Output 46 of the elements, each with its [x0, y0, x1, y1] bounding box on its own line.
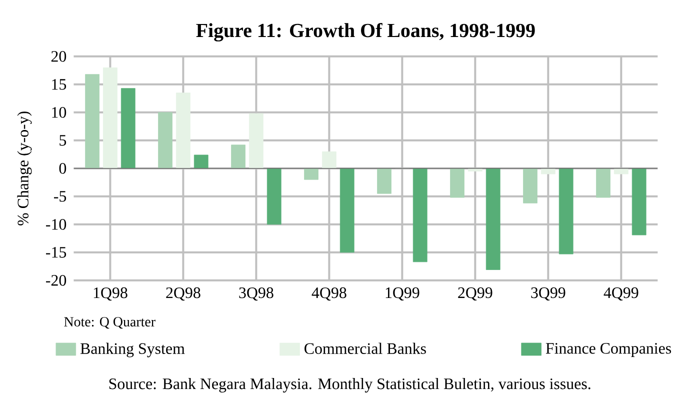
- bar: [322, 151, 336, 169]
- bar: [450, 168, 464, 198]
- x-tick-label: 1Q98: [94, 287, 128, 301]
- y-tick-label: 15: [52, 79, 66, 90]
- y-tick-label: 0: [59, 162, 66, 174]
- text: Note: Q Quarter: [64, 317, 156, 329]
- x-tick-label: 4Q98: [312, 287, 346, 301]
- bar: [541, 168, 556, 174]
- bar: [85, 74, 100, 169]
- bar: [158, 112, 172, 169]
- bar: [377, 168, 392, 194]
- x-tick-label: 2Q99: [458, 287, 492, 301]
- bar: [176, 92, 190, 169]
- x-tick-label: 1Q99: [386, 287, 420, 301]
- y-tick-label: -5: [54, 191, 66, 202]
- y-tick-label: -15: [46, 246, 66, 258]
- bar: [194, 154, 208, 169]
- x-tick-label: 3Q99: [531, 287, 566, 301]
- bar: [249, 113, 264, 169]
- bar: [120, 88, 136, 169]
- bar: [412, 168, 428, 262]
- y-tick-label: 5: [60, 135, 66, 146]
- legend-label: Banking System: [80, 342, 185, 358]
- y-tick-label: -20: [46, 274, 66, 286]
- source-note: Source: Bank Negara Malaysia. Monthly Statistical Buletin, various issues.: [109, 378, 590, 392]
- y-tick-label: 10: [52, 106, 66, 118]
- bar: [614, 168, 628, 174]
- y-axis-title: % Change (y-o-y): [17, 112, 32, 226]
- bar: [266, 168, 282, 225]
- bar: [558, 168, 574, 254]
- bar: [304, 168, 318, 180]
- x-tick-label: 2Q98: [166, 287, 200, 301]
- y-tick-label: -10: [46, 218, 66, 230]
- chart-title: Figure 11: Growth Of Loans, 1998-1999: [196, 22, 535, 42]
- bar: [632, 168, 646, 236]
- bar: [486, 168, 500, 270]
- x-tick-label: 4Q99: [604, 287, 638, 301]
- legend-label: Commercial Banks: [304, 342, 426, 354]
- bar: [596, 168, 610, 198]
- bar: [231, 144, 246, 169]
- y-tick-label: 20: [51, 51, 66, 62]
- bar: [103, 67, 118, 169]
- bar: [523, 168, 538, 204]
- legend-label: Finance Companies: [546, 342, 672, 357]
- bar: [340, 168, 354, 253]
- x-tick-label: 3Q98: [239, 287, 274, 301]
